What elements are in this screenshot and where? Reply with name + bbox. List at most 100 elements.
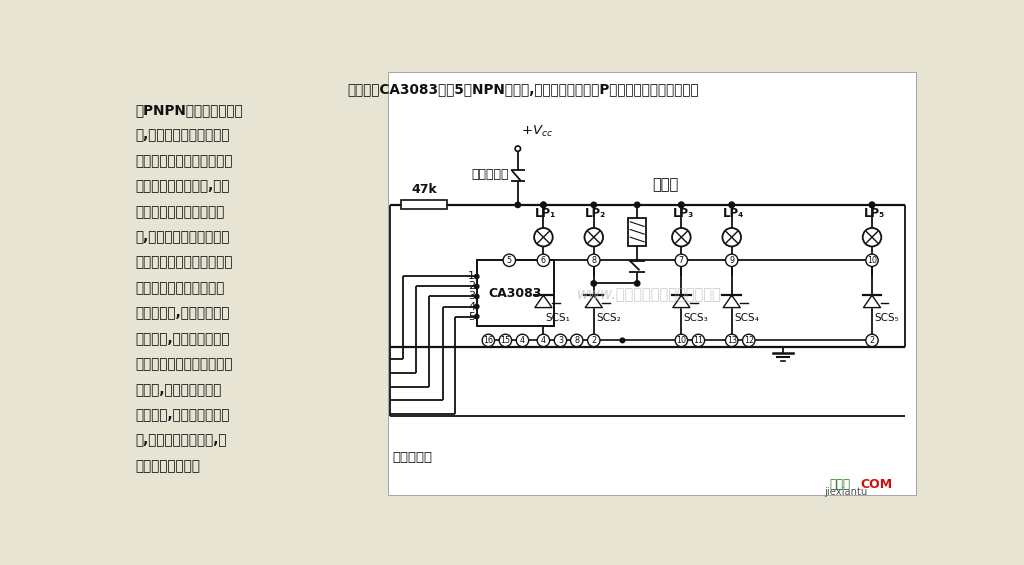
Text: 极。如果可控硅所连接的任: 极。如果可控硅所连接的任: [136, 154, 233, 168]
Circle shape: [474, 284, 479, 289]
Text: 用,它们的公共衬底当作阳: 用,它们的公共衬底当作阳: [136, 129, 230, 142]
Polygon shape: [863, 295, 881, 307]
Circle shape: [635, 281, 640, 286]
Text: 12: 12: [743, 336, 754, 345]
Text: SCS₂: SCS₂: [596, 314, 621, 323]
Circle shape: [675, 254, 687, 267]
Text: 1: 1: [468, 271, 475, 281]
Text: 10: 10: [676, 336, 686, 345]
Text: 4: 4: [468, 302, 475, 311]
Text: 5: 5: [468, 311, 475, 321]
Circle shape: [541, 202, 546, 207]
Circle shape: [692, 334, 705, 346]
Circle shape: [538, 254, 550, 267]
Circle shape: [635, 202, 640, 207]
Text: 8: 8: [591, 256, 596, 265]
Text: 3: 3: [558, 336, 563, 345]
Text: 电,因可控硅开关开路,故: 电,因可控硅开关开路,故: [136, 433, 227, 447]
Text: 何一个按钮开关闭合,作为: 何一个按钮开关闭合,作为: [136, 180, 230, 193]
Text: www.广州综合电子信息有限公司: www.广州综合电子信息有限公司: [577, 288, 721, 302]
Circle shape: [866, 254, 879, 267]
Text: 9: 9: [729, 256, 734, 265]
Circle shape: [588, 334, 600, 346]
Circle shape: [503, 254, 515, 267]
Text: 为PNPN可控硅开关来使: 为PNPN可控硅开关来使: [136, 103, 244, 117]
Circle shape: [570, 334, 583, 346]
Text: 6: 6: [541, 256, 546, 265]
Circle shape: [585, 228, 603, 246]
Circle shape: [621, 338, 625, 343]
Circle shape: [679, 202, 684, 207]
Circle shape: [474, 305, 479, 308]
Circle shape: [679, 202, 684, 207]
Circle shape: [866, 334, 879, 346]
Text: 推开就复位: 推开就复位: [471, 168, 509, 181]
Text: LP₅: LP₅: [863, 207, 885, 220]
Text: 继电器: 继电器: [652, 177, 679, 193]
Circle shape: [588, 254, 600, 267]
Text: jiexiantu: jiexiantu: [824, 486, 867, 497]
Text: 警。平时,该电路几乎不耗: 警。平时,该电路几乎不耗: [136, 408, 230, 422]
Circle shape: [516, 334, 528, 346]
Bar: [388, 72, 916, 495]
Text: 合,从而使报警器发出报警: 合,从而使报警器发出报警: [136, 231, 230, 244]
Circle shape: [729, 202, 734, 207]
Circle shape: [742, 334, 755, 346]
Bar: [477, 260, 554, 326]
Text: 47k: 47k: [412, 184, 437, 197]
Circle shape: [591, 202, 597, 207]
Text: 就会发亮,指出盗贼正在何: 就会发亮,指出盗贼正在何: [136, 332, 230, 346]
Text: 碰上而闭合,相应的指示灯: 碰上而闭合,相应的指示灯: [136, 306, 230, 320]
Circle shape: [726, 334, 738, 346]
Text: 集成电路CA3083内含5个NPN晶体管,它们均做在同一个P型衬底上。可以将它们作: 集成电路CA3083内含5个NPN晶体管,它们均做在同一个P型衬底上。可以将它们…: [347, 82, 699, 97]
Bar: [401, 200, 447, 210]
Text: 4: 4: [520, 336, 525, 345]
Text: SCS₃: SCS₃: [684, 314, 709, 323]
Text: LP₂: LP₂: [586, 207, 606, 220]
Text: 5: 5: [507, 256, 512, 265]
Polygon shape: [586, 295, 602, 307]
Text: 16: 16: [483, 336, 494, 345]
Text: 处。在切断电源而使电路复: 处。在切断电源而使电路复: [136, 357, 233, 371]
Text: 位以前,报警器将一直告: 位以前,报警器将一直告: [136, 383, 222, 397]
Bar: [628, 218, 646, 246]
Circle shape: [474, 294, 479, 299]
Circle shape: [729, 202, 734, 207]
Circle shape: [869, 202, 874, 207]
Text: 的传感开关被潜入者不慎: 的传感开关被潜入者不慎: [136, 281, 225, 295]
Text: LP₁: LP₁: [535, 207, 556, 220]
Text: 接线图: 接线图: [829, 477, 850, 490]
Text: 压下就接通: 压下就接通: [392, 451, 432, 464]
Circle shape: [541, 202, 546, 207]
Text: SCS₁: SCS₁: [546, 314, 570, 323]
Text: LP₃: LP₃: [673, 207, 694, 220]
Circle shape: [869, 202, 874, 207]
Text: LP₄: LP₄: [723, 207, 744, 220]
Polygon shape: [535, 295, 552, 307]
Circle shape: [482, 334, 495, 346]
Text: 3: 3: [468, 292, 475, 302]
Text: 15: 15: [501, 336, 511, 345]
Text: 2: 2: [591, 336, 596, 345]
Text: 2: 2: [869, 336, 874, 345]
Circle shape: [515, 202, 520, 207]
Text: SCS₄: SCS₄: [734, 314, 759, 323]
Text: SCS₅: SCS₅: [874, 314, 899, 323]
Text: 8: 8: [574, 336, 580, 345]
Circle shape: [675, 334, 687, 346]
Circle shape: [722, 228, 741, 246]
Polygon shape: [673, 295, 690, 307]
Text: 信号。哪一个门户或窗口上: 信号。哪一个门户或窗口上: [136, 256, 233, 270]
Text: 可以用电池供电。: 可以用电池供电。: [136, 459, 201, 473]
Circle shape: [538, 334, 550, 346]
Circle shape: [672, 228, 690, 246]
Text: CA3083: CA3083: [488, 286, 542, 299]
Polygon shape: [723, 295, 740, 307]
Text: 13: 13: [727, 336, 736, 345]
Text: COM: COM: [860, 477, 893, 490]
Circle shape: [515, 146, 520, 151]
Text: 11: 11: [693, 336, 703, 345]
Circle shape: [474, 275, 479, 279]
Text: 7: 7: [679, 256, 684, 265]
Text: 10: 10: [867, 256, 877, 265]
